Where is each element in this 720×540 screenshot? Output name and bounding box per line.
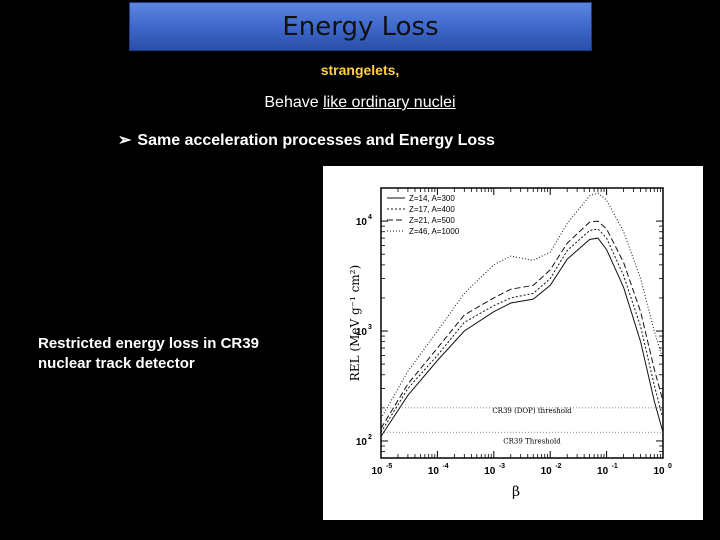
- behave-underlined: like ordinary nuclei: [323, 94, 456, 111]
- caption-line-2: nuclear track detector: [38, 355, 195, 372]
- slide-subtitle: strangelets,: [320, 62, 400, 78]
- x-tick-exponent: -1: [612, 463, 618, 470]
- behave-prefix: Behave: [264, 94, 324, 111]
- legend-label: Z=21, A=500: [409, 216, 455, 225]
- plot-frame: [380, 187, 664, 459]
- y-axis-label: REL (MeV g⁻¹ cm²): [348, 265, 362, 381]
- arrow-bullet-icon: ➢: [118, 132, 132, 149]
- threshold-label: CR39 Threshold: [503, 437, 561, 445]
- title-bar: Energy Loss: [129, 2, 592, 51]
- bullet-item: ➢ Same acceleration processes and Energy …: [118, 130, 495, 150]
- chart-figure: 10 -5 10 -4 10 -3 10 -2 10 -1 10 0 10 2 10 3 10 4 CR39 (DO…: [323, 166, 703, 520]
- x-tick-exponent: -4: [442, 463, 448, 470]
- x-tick-label: 10: [653, 466, 665, 477]
- series-line: [380, 237, 664, 437]
- series-line: [380, 220, 664, 429]
- x-tick-exponent: -3: [499, 463, 505, 470]
- x-tick-exponent: 0: [668, 463, 672, 470]
- y-tick-exponent: 3: [368, 324, 372, 331]
- legend-label: Z=17, A=400: [409, 205, 455, 214]
- threshold-label: CR39 (DOP) threshold: [492, 407, 572, 415]
- legend-label: Z=14, A=300: [409, 194, 455, 203]
- legend-label: Z=46, A=1000: [409, 227, 460, 236]
- figure-caption: Restricted energy loss in CR39 nuclear t…: [38, 334, 318, 374]
- x-tick-label: 10: [428, 466, 440, 477]
- y-tick-exponent: 2: [368, 434, 372, 441]
- y-tick-exponent: 4: [368, 214, 372, 221]
- series-line: [380, 228, 664, 433]
- x-tick-label: 10: [597, 466, 609, 477]
- x-axis-label: β: [512, 484, 520, 500]
- behave-line: Behave like ordinary nuclei: [0, 94, 720, 112]
- x-tick-exponent: -5: [386, 463, 392, 470]
- y-tick-label: 10: [356, 327, 368, 338]
- x-tick-label: 10: [371, 466, 383, 477]
- x-tick-exponent: -2: [555, 463, 561, 470]
- slide-title: Energy Loss: [282, 11, 439, 42]
- x-tick-label: 10: [541, 466, 553, 477]
- x-tick-label: 10: [484, 466, 496, 477]
- y-tick-label: 10: [356, 217, 368, 228]
- caption-line-1: Restricted energy loss in CR39: [38, 335, 259, 352]
- y-tick-label: 10: [356, 437, 368, 448]
- bullet-text: Same acceleration processes and Energy L…: [137, 132, 495, 149]
- series-line: [380, 192, 664, 419]
